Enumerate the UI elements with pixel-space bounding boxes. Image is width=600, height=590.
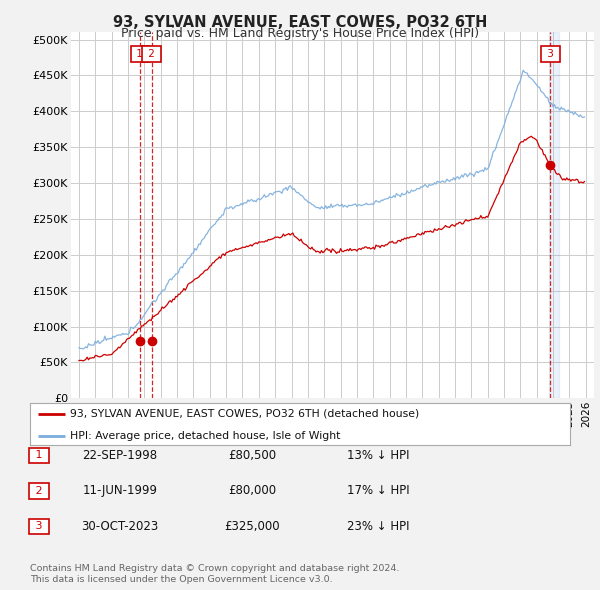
Text: 11-JUN-1999: 11-JUN-1999 xyxy=(83,484,157,497)
Text: 23% ↓ HPI: 23% ↓ HPI xyxy=(347,520,409,533)
Text: HPI: Average price, detached house, Isle of Wight: HPI: Average price, detached house, Isle… xyxy=(71,431,341,441)
Text: £80,500: £80,500 xyxy=(228,449,276,462)
Text: Contains HM Land Registry data © Crown copyright and database right 2024.: Contains HM Land Registry data © Crown c… xyxy=(30,565,400,573)
Text: 30-OCT-2023: 30-OCT-2023 xyxy=(82,520,158,533)
Text: £80,000: £80,000 xyxy=(228,484,276,497)
Text: 93, SYLVAN AVENUE, EAST COWES, PO32 6TH (detached house): 93, SYLVAN AVENUE, EAST COWES, PO32 6TH … xyxy=(71,409,420,418)
Text: 22-SEP-1998: 22-SEP-1998 xyxy=(82,449,158,462)
Text: 3: 3 xyxy=(32,522,46,531)
Text: 17% ↓ HPI: 17% ↓ HPI xyxy=(347,484,409,497)
Text: 3: 3 xyxy=(544,49,557,59)
Text: 2: 2 xyxy=(32,486,46,496)
Text: 13% ↓ HPI: 13% ↓ HPI xyxy=(347,449,409,462)
Text: Price paid vs. HM Land Registry's House Price Index (HPI): Price paid vs. HM Land Registry's House … xyxy=(121,27,479,40)
Bar xyxy=(549,32,559,398)
Text: 1: 1 xyxy=(32,451,46,460)
Text: £325,000: £325,000 xyxy=(224,520,280,533)
Text: 93, SYLVAN AVENUE, EAST COWES, PO32 6TH: 93, SYLVAN AVENUE, EAST COWES, PO32 6TH xyxy=(113,15,487,30)
Text: 1: 1 xyxy=(133,49,146,59)
Text: This data is licensed under the Open Government Licence v3.0.: This data is licensed under the Open Gov… xyxy=(30,575,332,584)
Text: 2: 2 xyxy=(145,49,158,59)
